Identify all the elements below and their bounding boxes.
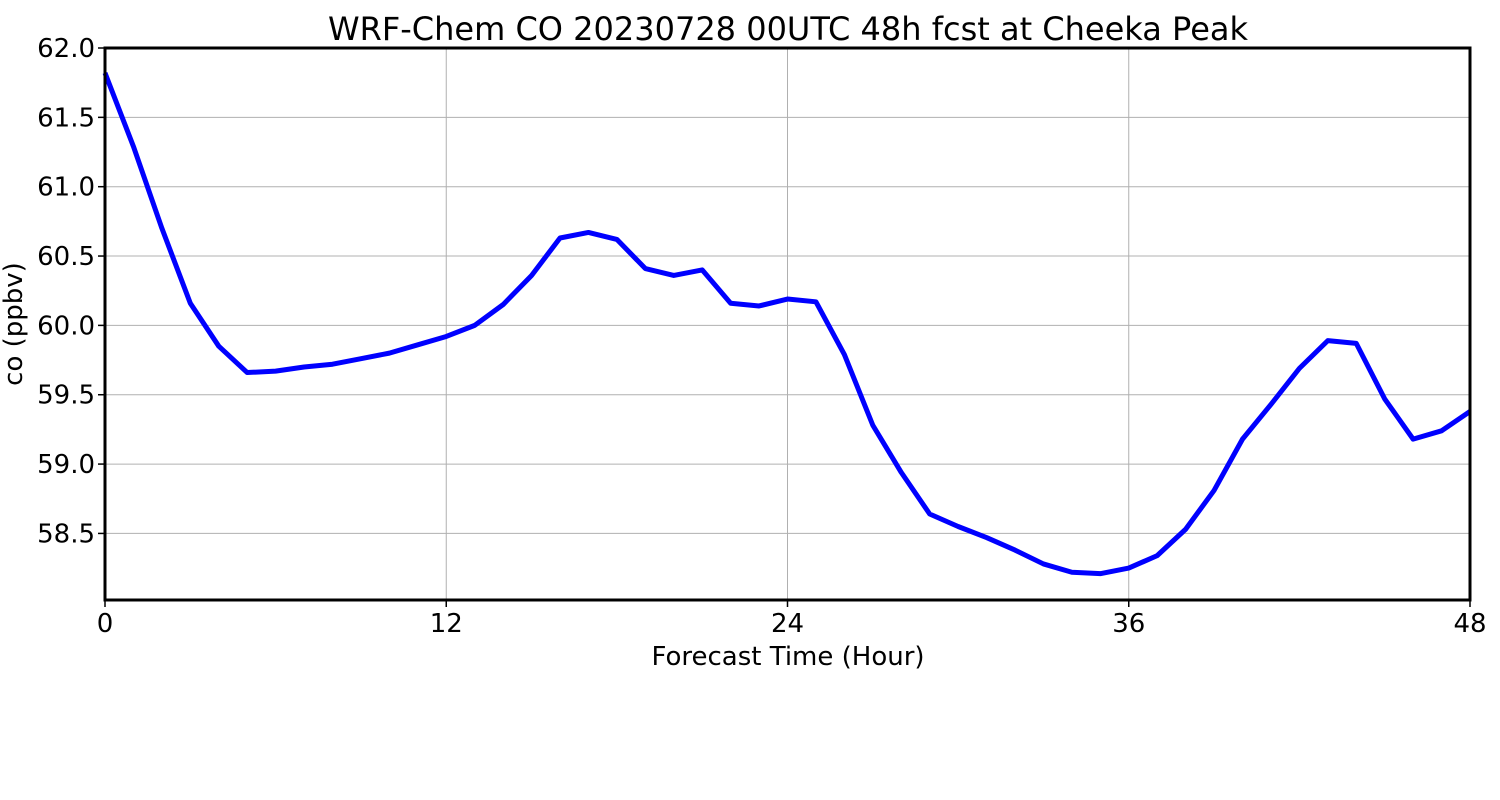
y-tick-label: 61.5 [37,103,95,133]
y-tick-label: 61.0 [37,173,95,203]
chart-title: WRF-Chem CO 20230728 00UTC 48h fcst at C… [328,10,1249,48]
y-tick-label: 59.5 [37,381,95,411]
x-tick-label: 36 [1112,609,1145,639]
y-tick-label: 62.0 [37,34,95,64]
y-axis-label: co (ppbv) [0,262,29,386]
x-axis-label: Forecast Time (Hour) [651,642,924,672]
y-tick-label: 58.5 [37,519,95,549]
grid-lines [104,47,1471,600]
x-tick-label: 24 [771,609,804,639]
x-tick-label: 48 [1453,609,1486,639]
x-tick-label: 0 [97,609,114,639]
y-tick-label: 60.0 [37,311,95,341]
data-series [102,72,1472,577]
x-tick-label: 12 [430,609,463,639]
y-tick-label: 60.5 [37,242,95,272]
y-tick-label: 59.0 [37,450,95,480]
axis-ticks: 0 12 24 36 48 58.5 59.0 59.5 60.0 60.5 61.0 61.5 62.… [37,34,1486,639]
